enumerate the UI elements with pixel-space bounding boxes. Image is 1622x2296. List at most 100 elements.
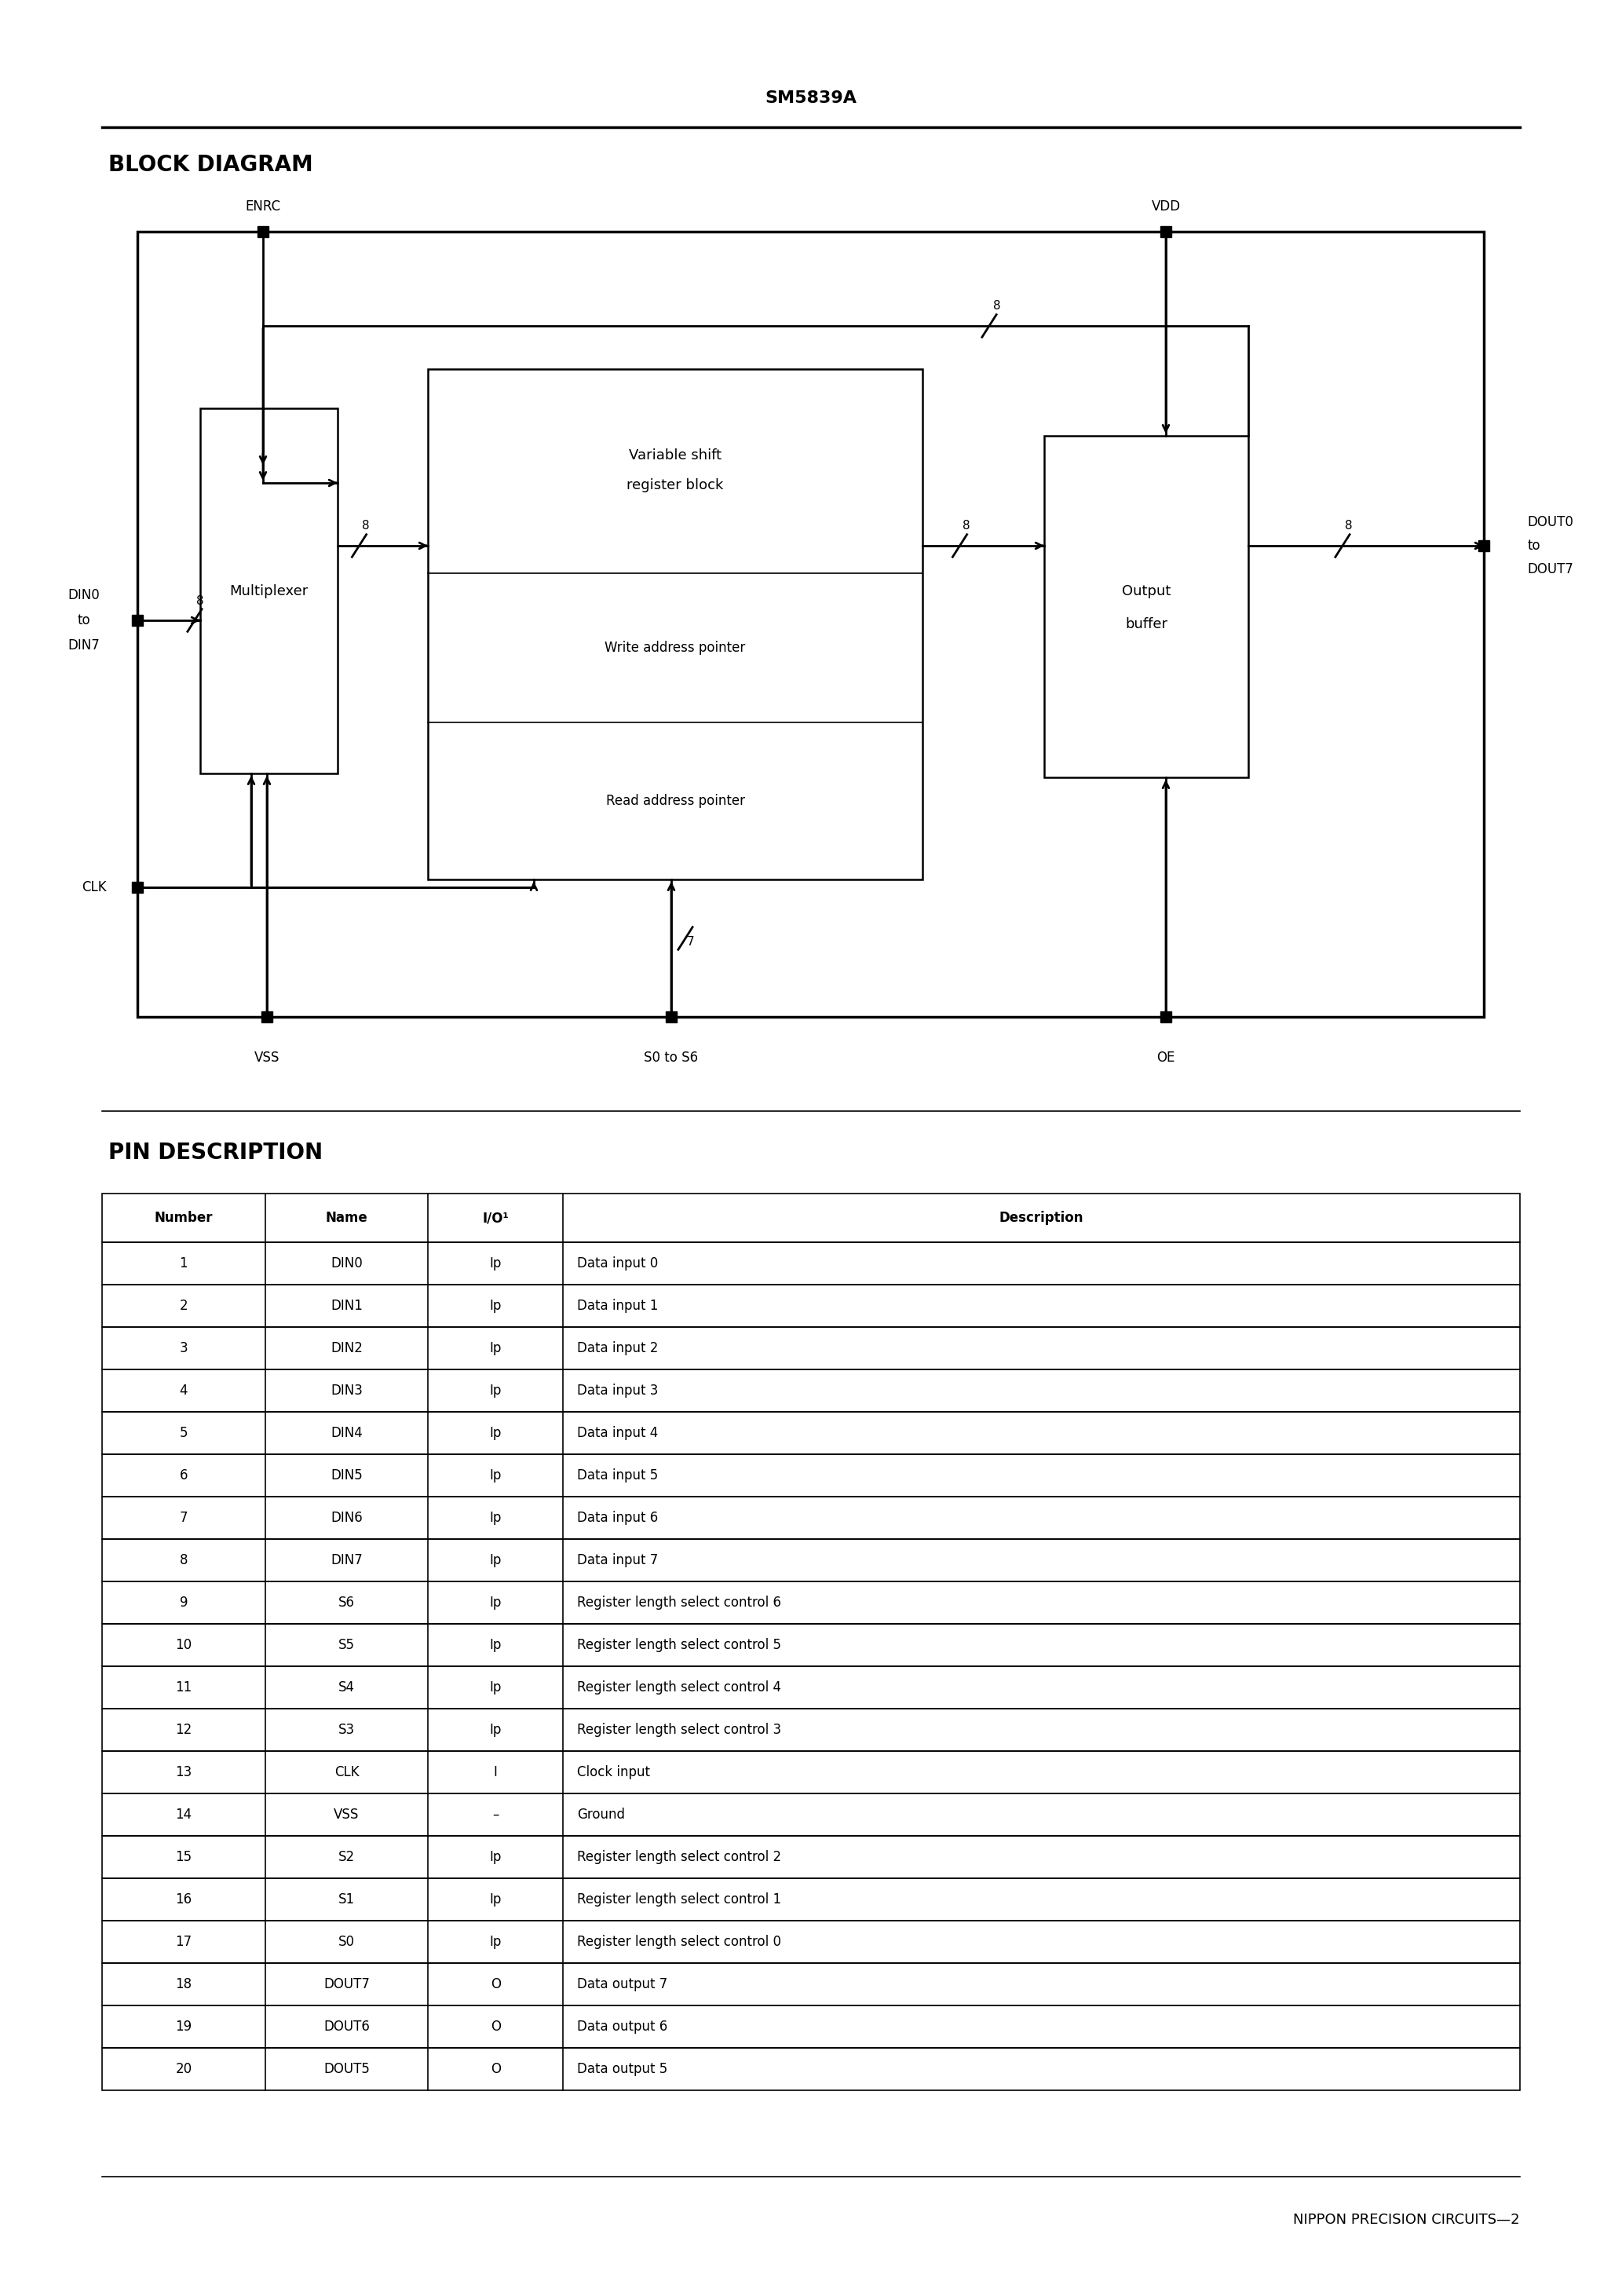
Text: VDD: VDD	[1152, 200, 1181, 214]
Text: to: to	[78, 613, 91, 627]
Text: Ip: Ip	[490, 1851, 501, 1864]
Text: S4: S4	[339, 1681, 355, 1694]
Bar	[1478, 540, 1489, 551]
Text: Ip: Ip	[490, 1637, 501, 1653]
Bar	[102, 1878, 1520, 1922]
Text: Ip: Ip	[490, 1596, 501, 1609]
Bar	[102, 1286, 1520, 1327]
Bar	[102, 1242, 1520, 1286]
Text: S5: S5	[339, 1637, 355, 1653]
Text: DOUT5: DOUT5	[323, 2062, 370, 2076]
Text: 10: 10	[175, 1637, 191, 1653]
Text: Ip: Ip	[490, 1384, 501, 1398]
Text: Data input 5: Data input 5	[577, 1469, 659, 1483]
Bar	[102, 2048, 1520, 2089]
Text: 8: 8	[196, 595, 204, 608]
Text: DIN6: DIN6	[331, 1511, 363, 1525]
Bar	[102, 1327, 1520, 1368]
Text: Register length select control 1: Register length select control 1	[577, 1892, 782, 1906]
Text: S1: S1	[339, 1892, 355, 1906]
Bar	[102, 1368, 1520, 1412]
Text: DIN3: DIN3	[331, 1384, 363, 1398]
Bar	[1160, 1010, 1171, 1022]
Text: Ground: Ground	[577, 1807, 624, 1821]
Text: 8: 8	[362, 519, 370, 530]
Text: 1: 1	[180, 1256, 188, 1270]
Text: 8: 8	[962, 519, 970, 530]
Text: –: –	[491, 1807, 500, 1821]
Text: Register length select control 6: Register length select control 6	[577, 1596, 782, 1609]
Text: 3: 3	[180, 1341, 188, 1355]
Text: S6: S6	[339, 1596, 355, 1609]
Text: 18: 18	[175, 1977, 191, 1991]
Bar	[102, 1752, 1520, 1793]
Text: register block: register block	[626, 478, 723, 491]
Text: Ip: Ip	[490, 1256, 501, 1270]
Text: PIN DESCRIPTION: PIN DESCRIPTION	[109, 1141, 323, 1164]
Bar	[102, 1412, 1520, 1453]
Text: Data input 0: Data input 0	[577, 1256, 659, 1270]
Bar	[102, 1667, 1520, 1708]
Text: Output: Output	[1122, 583, 1171, 597]
Bar	[258, 225, 269, 236]
Text: NIPPON PRECISION CIRCUITS—2: NIPPON PRECISION CIRCUITS—2	[1293, 2213, 1520, 2227]
Text: DIN1: DIN1	[331, 1300, 363, 1313]
Bar	[102, 1963, 1520, 2004]
Text: Ip: Ip	[490, 1892, 501, 1906]
Text: ENRC: ENRC	[245, 200, 281, 214]
Bar	[1045, 436, 1249, 778]
Text: 8: 8	[1345, 519, 1353, 530]
Text: 9: 9	[180, 1596, 188, 1609]
Text: S0 to S6: S0 to S6	[644, 1052, 699, 1065]
Text: CLK: CLK	[334, 1766, 358, 1779]
Text: DIN0: DIN0	[68, 588, 101, 602]
Bar	[665, 1010, 676, 1022]
Text: DOUT6: DOUT6	[323, 2020, 370, 2034]
Text: S0: S0	[339, 1936, 355, 1949]
Text: DIN7: DIN7	[68, 638, 101, 652]
Text: 19: 19	[175, 2020, 191, 2034]
Text: DOUT7: DOUT7	[323, 1977, 370, 1991]
Text: BLOCK DIAGRAM: BLOCK DIAGRAM	[109, 154, 313, 177]
Text: Data output 7: Data output 7	[577, 1977, 668, 1991]
Text: DOUT0: DOUT0	[1526, 514, 1573, 530]
Text: O: O	[490, 2062, 501, 2076]
Text: Multiplexer: Multiplexer	[230, 583, 308, 597]
Text: Name: Name	[326, 1210, 368, 1226]
Text: 12: 12	[175, 1722, 191, 1736]
Text: O: O	[490, 1977, 501, 1991]
Text: Number: Number	[154, 1210, 212, 1226]
Text: CLK: CLK	[81, 879, 107, 895]
Bar	[131, 882, 143, 893]
Text: S2: S2	[339, 1851, 355, 1864]
Text: 2: 2	[180, 1300, 188, 1313]
Bar	[102, 1538, 1520, 1582]
Bar	[102, 2004, 1520, 2048]
Bar	[102, 1194, 1520, 1242]
Bar	[102, 1837, 1520, 1878]
Text: DOUT7: DOUT7	[1526, 563, 1573, 576]
Text: DIN7: DIN7	[331, 1552, 363, 1568]
Text: Read address pointer: Read address pointer	[605, 794, 744, 808]
Text: Variable shift: Variable shift	[629, 448, 722, 461]
Text: Write address pointer: Write address pointer	[605, 641, 746, 654]
Text: buffer: buffer	[1126, 618, 1168, 631]
Bar	[102, 1623, 1520, 1667]
Text: VSS: VSS	[334, 1807, 360, 1821]
Text: 7: 7	[688, 937, 694, 948]
Text: Data input 7: Data input 7	[577, 1552, 659, 1568]
Text: DIN0: DIN0	[331, 1256, 363, 1270]
Text: I: I	[493, 1766, 498, 1779]
Bar	[102, 1453, 1520, 1497]
Bar	[428, 370, 923, 879]
Bar	[138, 232, 1484, 1017]
Text: Ip: Ip	[490, 1300, 501, 1313]
Text: SM5839A: SM5839A	[766, 90, 856, 106]
Bar	[102, 1793, 1520, 1837]
Text: Data output 5: Data output 5	[577, 2062, 668, 2076]
Text: Ip: Ip	[490, 1552, 501, 1568]
Text: Data input 1: Data input 1	[577, 1300, 659, 1313]
Text: 16: 16	[175, 1892, 191, 1906]
Text: to: to	[1526, 540, 1539, 553]
Text: 5: 5	[180, 1426, 188, 1440]
